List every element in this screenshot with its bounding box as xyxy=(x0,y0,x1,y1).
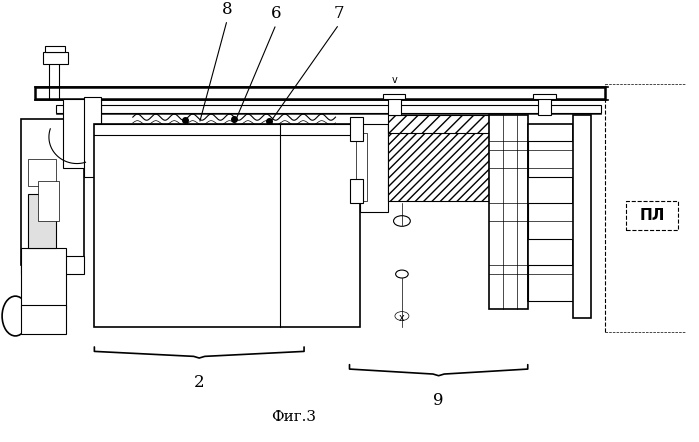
Text: 7: 7 xyxy=(333,5,345,22)
Bar xyxy=(43,52,68,64)
Ellipse shape xyxy=(2,296,29,336)
Bar xyxy=(533,94,556,99)
Bar xyxy=(388,115,489,133)
Bar xyxy=(84,97,101,177)
Bar xyxy=(356,133,367,201)
Text: 9: 9 xyxy=(433,392,444,409)
Bar xyxy=(388,124,489,201)
Bar xyxy=(28,159,56,186)
Bar xyxy=(573,115,591,318)
Bar xyxy=(360,124,388,212)
Bar xyxy=(528,141,573,177)
Bar xyxy=(66,103,91,119)
Bar xyxy=(388,98,401,115)
Bar xyxy=(350,179,363,203)
Bar xyxy=(21,248,66,309)
Bar xyxy=(383,94,405,99)
Text: x: x xyxy=(399,313,405,323)
Bar xyxy=(626,201,678,230)
Bar xyxy=(35,87,605,99)
Bar xyxy=(21,305,66,334)
Bar xyxy=(528,124,573,301)
Bar xyxy=(56,105,601,113)
Bar xyxy=(38,181,59,221)
Bar xyxy=(21,256,84,274)
Text: ПЛ: ПЛ xyxy=(639,208,665,223)
Bar xyxy=(528,265,573,301)
Bar xyxy=(528,203,573,239)
Text: v: v xyxy=(392,75,398,84)
Text: Фиг.3: Фиг.3 xyxy=(271,410,316,424)
Bar xyxy=(28,194,56,248)
Text: 2: 2 xyxy=(194,374,205,391)
Bar xyxy=(45,46,65,52)
Bar xyxy=(63,99,101,168)
Bar xyxy=(538,98,551,115)
Text: 6: 6 xyxy=(271,5,282,22)
Bar xyxy=(489,115,528,309)
Text: 8: 8 xyxy=(222,1,233,18)
Bar xyxy=(350,117,363,141)
Bar xyxy=(21,119,84,265)
Bar xyxy=(94,124,360,327)
Bar xyxy=(70,118,87,133)
